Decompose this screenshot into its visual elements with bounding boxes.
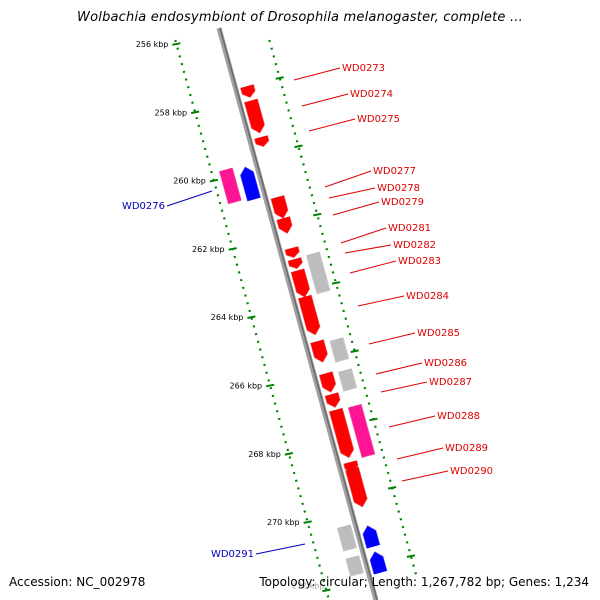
ruler-tick	[190, 110, 200, 115]
gene-WD0281	[284, 245, 301, 259]
gene-WD0279	[275, 216, 293, 235]
ruler-tick	[322, 588, 331, 593]
gene-WD0283	[305, 251, 331, 295]
ruler-tick-right	[331, 281, 341, 285]
gene-WD0285b	[329, 337, 350, 364]
genome-info-text: Topology: circular; Length: 1,267,782 bp…	[259, 575, 589, 589]
gene-WD0282	[287, 256, 304, 270]
gene-label-WD0291[interactable]: WD0291	[211, 549, 254, 560]
gene-WD0284	[297, 294, 321, 336]
gene-leader-line	[349, 260, 397, 274]
gene-leader-line	[324, 170, 372, 188]
ruler-tick	[247, 315, 256, 319]
gene-WD0287	[324, 392, 341, 409]
ruler-tick-label: 256 kbp	[136, 40, 169, 49]
gene-WD0286b	[337, 368, 358, 393]
gene-WD0286	[318, 371, 337, 394]
gene-WD0278	[271, 199, 289, 220]
ruler-tick-label: 264 kbp	[211, 313, 244, 322]
ruler-tick-label: 262 kbp	[192, 245, 225, 254]
gene-leader-line	[293, 67, 341, 81]
ruler-tick	[209, 178, 219, 183]
gene-WD0285	[309, 339, 329, 364]
gene-label-WD0273[interactable]: WD0273	[342, 63, 385, 74]
gene-WD0291	[362, 524, 381, 549]
ruler-tick-label: 268 kbp	[248, 450, 281, 459]
gene-label-WD0281[interactable]: WD0281	[388, 223, 431, 234]
ruler-tick-right	[275, 76, 284, 80]
ruler-tick-right	[406, 554, 416, 558]
ruler-tick-right	[350, 349, 359, 353]
gene-label-WD0284[interactable]: WD0284	[406, 291, 449, 302]
gene-label-WD0277[interactable]: WD0277	[373, 166, 416, 177]
gene-leader-line	[357, 295, 405, 307]
ruler-tick-right	[369, 417, 378, 422]
gene-leader-line	[388, 415, 436, 428]
ruler-tick-right	[388, 486, 397, 490]
gene-label-WD0287[interactable]: WD0287	[429, 377, 472, 388]
gene-label-WD0279[interactable]: WD0279	[381, 197, 424, 208]
accession-text: Accession: NC_002978	[9, 575, 146, 589]
gene-leader-line	[380, 381, 428, 393]
gene-leader-line	[340, 227, 387, 244]
gene-label-WD0290[interactable]: WD0290	[450, 466, 493, 477]
ruler-tick-label: 258 kbp	[155, 108, 188, 117]
gene-WD0291a	[336, 524, 358, 553]
gene-track	[218, 83, 388, 578]
gene-label-WD0274[interactable]: WD0274	[350, 89, 393, 100]
ruler-tick-label: 270 kbp	[267, 518, 300, 527]
ruler-tick-right	[313, 212, 322, 217]
gene-label-WD0283[interactable]: WD0283	[398, 256, 441, 267]
gene-leader-line	[375, 362, 423, 375]
ruler-tick	[303, 520, 312, 524]
gene-leader-line	[332, 201, 380, 216]
gene-leader-line	[401, 470, 449, 482]
gene-WD0276b	[218, 167, 243, 205]
gene-leader-line	[166, 190, 213, 207]
gene-leader-line	[344, 244, 392, 254]
ruler-tick-label: 266 kbp	[230, 382, 263, 391]
gene-leader-line	[328, 187, 376, 199]
gene-WD0275	[253, 134, 270, 148]
gene-label-WD0275[interactable]: WD0275	[357, 114, 400, 125]
gene-label-WD0278[interactable]: WD0278	[377, 183, 420, 194]
map-title: Wolbachia endosymbiont of Drosophila mel…	[77, 10, 523, 25]
gene-WD0276	[239, 165, 262, 202]
gene-labels: WD0273 WD0274 WD0275 WD0277 WD0278 WD0279 WD02…	[122, 63, 493, 560]
ruler: 256 kbp 258 kbp 260 kbp 262 kbp 264 kbp 266 k…	[136, 39, 418, 600]
ruler-tick	[228, 247, 237, 251]
gene-leader-line	[255, 543, 306, 555]
backbone-line	[216, 27, 379, 600]
gene-WD0274	[243, 98, 266, 135]
gene-leader-line	[368, 332, 416, 345]
genome-backbone	[216, 27, 379, 600]
gene-leader-line	[396, 447, 444, 460]
ruler-tick-label: 260 kbp	[173, 177, 206, 186]
ruler-tick	[284, 452, 294, 456]
gene-WD0290	[344, 466, 368, 508]
gene-label-WD0289[interactable]: WD0289	[445, 443, 488, 454]
gene-WD0291c	[345, 555, 365, 578]
ruler-tick-right	[294, 144, 303, 149]
gene-WD0288	[328, 407, 355, 459]
gene-label-WD0282[interactable]: WD0282	[393, 240, 436, 251]
ruler-tick-label: 272 kbp	[292, 581, 325, 590]
gene-label-WD0288[interactable]: WD0288	[437, 411, 480, 422]
ruler-dots-left	[174, 39, 331, 600]
ruler-tick	[172, 42, 181, 46]
ruler-tick	[265, 383, 275, 388]
gene-leader-line	[301, 93, 349, 107]
gene-label-WD0286[interactable]: WD0286	[424, 358, 467, 369]
backbone-shade	[219, 27, 378, 600]
gene-WD0288b	[347, 403, 376, 459]
gene-WD0291b	[369, 550, 388, 575]
gene-leader-line	[308, 118, 356, 132]
gene-WD0273	[239, 83, 257, 99]
gene-label-WD0285[interactable]: WD0285	[417, 328, 460, 339]
gene-label-WD0276[interactable]: WD0276	[122, 201, 165, 212]
